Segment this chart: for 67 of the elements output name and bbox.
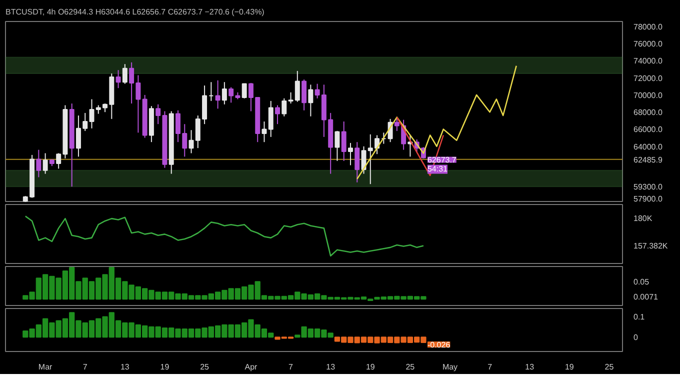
candlestick — [308, 84, 314, 117]
x-tick-label: 25 — [604, 362, 614, 372]
candlestick — [348, 142, 353, 166]
y-tick-label: 180K — [634, 214, 653, 224]
x-tick-label: 7 — [288, 362, 294, 372]
annotation: 54:31 — [427, 164, 448, 174]
x-tick-label: 13 — [525, 362, 535, 372]
annotation: -0.026 — [427, 340, 451, 350]
chart-title: BTCUSDT, 4h O62944.3 H63044.6 L62656.7 C62673.7 −270.6 (−0.43%) — [6, 8, 265, 16]
x-tick-label: 7 — [488, 362, 493, 372]
y-tick-label: 66000.0 — [634, 125, 663, 134]
y-tick-label: 0.1 — [634, 312, 646, 322]
candlestick — [354, 142, 360, 183]
x-tick-label: 13 — [326, 362, 336, 372]
candlestick — [228, 86, 234, 104]
candlestick — [282, 98, 287, 117]
x-tick-label: Mar — [38, 362, 53, 372]
candlestick — [136, 74, 141, 134]
y-tick-label: 74000.0 — [634, 56, 663, 66]
y-tick-label: 57900.0 — [634, 194, 663, 204]
x-tick-label: 7 — [82, 362, 88, 372]
y-tick-label: 76000.0 — [634, 40, 663, 49]
y-tick-label: 78000.0 — [634, 22, 663, 32]
x-tick-label: 25 — [406, 362, 416, 372]
x-tick-label: 13 — [120, 362, 130, 372]
x-tick-label: 19 — [564, 362, 574, 372]
x-tick-label: May — [442, 362, 458, 372]
candlestick — [129, 62, 134, 104]
x-tick-label: 19 — [366, 362, 376, 372]
candlestick — [36, 149, 42, 178]
ref-line-label: 62485.9 — [634, 155, 663, 164]
candlestick — [275, 104, 280, 125]
candlestick — [56, 152, 62, 170]
candlestick — [242, 83, 247, 99]
y-tick-label: 59300.0 — [634, 182, 663, 192]
candlestick — [182, 124, 188, 158]
annotation: 62673.7 — [427, 156, 457, 165]
candlestick — [116, 70, 121, 89]
candlestick — [215, 80, 220, 110]
x-tick-label: 19 — [160, 362, 170, 372]
candlestick — [176, 110, 180, 143]
candlestick — [268, 100, 274, 138]
y-tick-label: 68000.0 — [634, 108, 663, 118]
candlestick — [188, 130, 194, 154]
candlestick — [334, 130, 340, 162]
candlestick — [42, 152, 48, 174]
candlestick — [195, 115, 200, 149]
y-tick-label: 72000.0 — [634, 74, 663, 83]
candlestick — [302, 79, 307, 111]
x-tick-label: 25 — [200, 362, 210, 372]
y-tick-label: 0.0071 — [634, 292, 659, 302]
line-series — [24, 216, 424, 256]
candlestick — [394, 118, 400, 132]
candlestick — [222, 82, 227, 105]
candlestick — [89, 98, 94, 129]
candlestick — [248, 82, 254, 112]
y-tick-label: 70000.0 — [634, 90, 663, 100]
candlestick — [122, 64, 128, 84]
candlestick — [202, 85, 208, 125]
x-tick-label: Apr — [244, 362, 258, 372]
y-tick-label: 0.05 — [634, 278, 650, 287]
y-tick-label: 157.382K — [634, 241, 668, 250]
y-tick-label: 64000.0 — [634, 142, 663, 152]
candlestick — [262, 121, 267, 143]
candlestick — [341, 121, 346, 162]
line-series — [356, 65, 517, 180]
y-tick-label: 0 — [634, 333, 638, 342]
